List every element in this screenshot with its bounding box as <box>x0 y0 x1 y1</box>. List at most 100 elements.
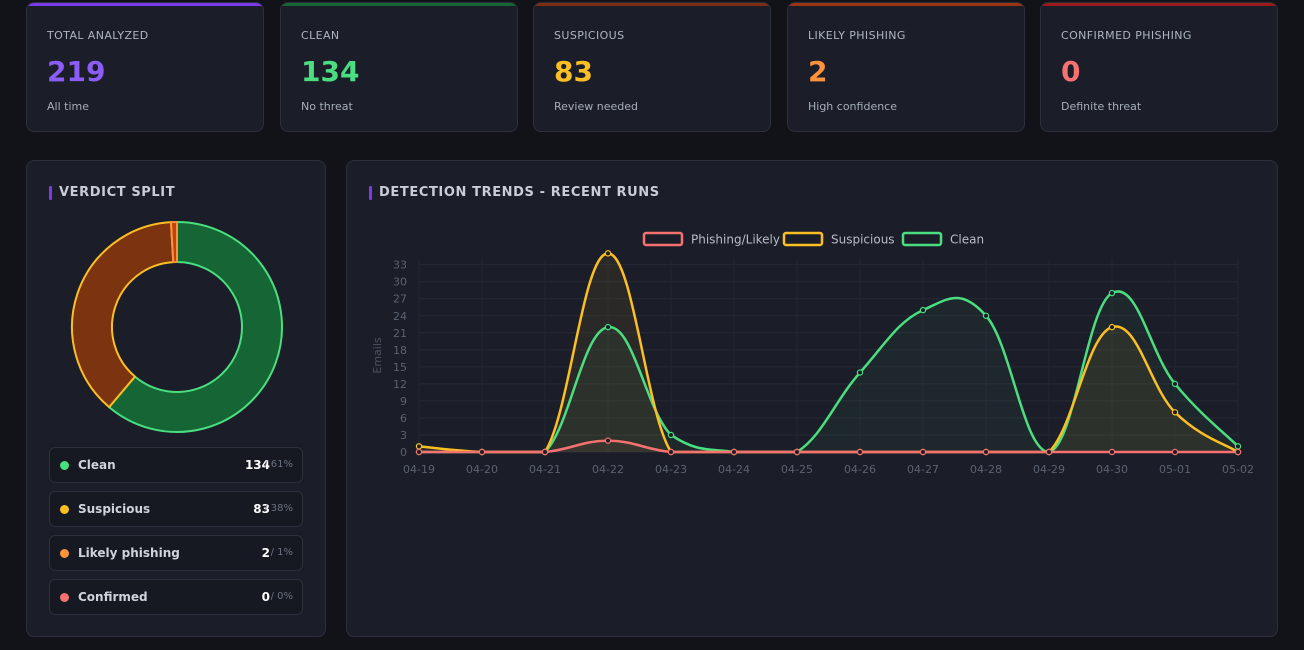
data-point[interactable] <box>604 437 612 444</box>
series-area <box>419 253 1238 452</box>
stat-card-accent <box>534 3 770 6</box>
verdict-count: 2 <box>261 546 270 560</box>
stat-value: 134 <box>301 55 360 88</box>
verdict-dot-icon <box>60 505 69 514</box>
data-point[interactable] <box>604 323 612 331</box>
stat-card-accent <box>27 3 263 6</box>
stat-card-accent <box>1041 3 1277 6</box>
verdict-legend-row: Likely phishing 2/ 1% <box>49 535 303 571</box>
data-point[interactable] <box>415 448 423 456</box>
x-tick-label: 04-27 <box>907 463 939 476</box>
legend-swatch[interactable] <box>782 231 824 247</box>
data-point[interactable] <box>793 448 801 456</box>
y-tick-label: 33 <box>393 259 407 272</box>
verdict-count: 83 <box>253 502 270 516</box>
data-point[interactable] <box>856 369 864 376</box>
stat-value: 2 <box>808 55 828 88</box>
x-tick-label: 05-01 <box>1159 463 1191 476</box>
detection-trends-title: DETECTION TRENDS - RECENT RUNS <box>369 185 660 200</box>
series-area <box>419 291 1238 452</box>
stat-label: CONFIRMED PHISHING <box>1061 29 1192 42</box>
stat-subtext: Definite threat <box>1061 100 1142 113</box>
x-tick-label: 04-22 <box>592 463 624 476</box>
data-point[interactable] <box>1108 323 1116 331</box>
x-tick-label: 04-26 <box>844 463 876 476</box>
data-point[interactable] <box>856 448 864 456</box>
x-tick-label: 04-19 <box>403 463 435 476</box>
verdict-percent: / 38% <box>264 503 293 514</box>
stat-value: 83 <box>554 55 593 88</box>
y-tick-label: 0 <box>400 446 407 459</box>
x-tick-label: 04-24 <box>718 463 750 476</box>
y-tick-label: 21 <box>393 327 407 340</box>
data-point[interactable] <box>919 448 927 456</box>
series-area <box>419 440 1238 452</box>
x-tick-label: 04-28 <box>970 463 1002 476</box>
data-point[interactable] <box>478 448 486 456</box>
legend-swatch[interactable] <box>642 231 684 247</box>
data-point[interactable] <box>541 448 549 456</box>
y-tick-label: 15 <box>393 361 407 374</box>
legend-label[interactable]: Clean <box>950 233 984 247</box>
verdict-split-title: VERDICT SPLIT <box>49 185 175 200</box>
y-tick-label: 3 <box>400 429 407 442</box>
legend-label[interactable]: Suspicious <box>831 233 895 247</box>
y-tick-label: 30 <box>393 276 407 289</box>
verdict-name: Suspicious <box>78 502 151 516</box>
data-point[interactable] <box>982 312 990 319</box>
stat-card-accent <box>788 3 1024 6</box>
legend-label[interactable]: Phishing/Likely <box>691 233 780 247</box>
verdict-percent: / 0% <box>270 591 293 602</box>
data-point[interactable] <box>1171 380 1179 388</box>
stat-subtext: High confidence <box>808 100 897 113</box>
verdict-percent: / 1% <box>270 547 293 558</box>
x-tick-label: 04-23 <box>655 463 687 476</box>
data-point[interactable] <box>1108 448 1116 456</box>
x-tick-label: 04-29 <box>1033 463 1065 476</box>
stat-card: LIKELY PHISHING 2 High confidence <box>787 2 1025 132</box>
data-point[interactable] <box>604 250 612 257</box>
legend-swatch[interactable] <box>901 231 943 247</box>
verdict-legend-row: Suspicious 83/ 38% <box>49 491 303 527</box>
y-tick-label: 24 <box>393 310 407 323</box>
data-point[interactable] <box>415 443 423 450</box>
data-point[interactable] <box>667 431 675 439</box>
verdict-legend-row: Clean 134/ 61% <box>49 447 303 483</box>
verdict-count: 0 <box>261 590 270 604</box>
detection-trends-panel: DETECTION TRENDS - RECENT RUNS 0 3 6 9 12 15 1… <box>346 160 1278 637</box>
stat-label: SUSPICIOUS <box>554 29 625 42</box>
data-point[interactable] <box>730 448 738 456</box>
data-point[interactable] <box>919 306 927 314</box>
x-tick-label: 04-30 <box>1096 463 1128 476</box>
stat-value: 0 <box>1061 55 1081 88</box>
verdict-count: 134 <box>244 458 270 472</box>
series-line <box>419 439 1238 454</box>
verdict-percent: / 61% <box>264 459 293 470</box>
y-tick-label: 27 <box>393 293 407 306</box>
verdict-dot-icon <box>60 461 69 470</box>
stat-subtext: Review needed <box>554 100 638 113</box>
y-tick-label: 9 <box>400 395 407 408</box>
verdict-dot-icon <box>60 549 69 558</box>
data-point[interactable] <box>1045 448 1053 456</box>
stat-card-accent <box>281 3 517 6</box>
y-axis-label: Emails <box>371 337 384 374</box>
y-tick-label: 6 <box>400 412 407 425</box>
data-point[interactable] <box>1171 448 1179 456</box>
x-tick-label: 04-25 <box>781 463 813 476</box>
donut-slice <box>169 221 178 264</box>
x-tick-label: 04-21 <box>529 463 561 476</box>
verdict-dot-icon <box>60 593 69 602</box>
data-point[interactable] <box>1108 289 1116 297</box>
data-point[interactable] <box>1171 409 1179 416</box>
y-tick-label: 18 <box>393 344 407 357</box>
data-point[interactable] <box>1234 443 1242 450</box>
data-point[interactable] <box>982 448 990 456</box>
verdict-donut-chart <box>71 221 283 433</box>
stat-label: LIKELY PHISHING <box>808 29 906 42</box>
data-point[interactable] <box>1234 448 1242 456</box>
data-point[interactable] <box>667 448 675 456</box>
verdict-name: Likely phishing <box>78 546 180 560</box>
y-tick-label: 12 <box>393 378 407 391</box>
donut-slice <box>71 221 175 409</box>
